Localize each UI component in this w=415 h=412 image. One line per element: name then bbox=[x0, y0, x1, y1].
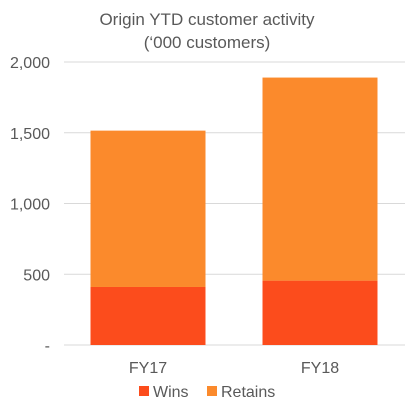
x-category-label: FY17 bbox=[129, 360, 167, 377]
chart-title-line-2: (‘000 customers) bbox=[144, 33, 271, 52]
bar-retains-fy17 bbox=[90, 130, 206, 287]
y-axis-tick-labels: - 500 1,000 1,500 2,000 bbox=[10, 55, 50, 355]
y-tick-label: 2,000 bbox=[10, 55, 50, 72]
bar-retains-fy18 bbox=[262, 77, 378, 281]
bars bbox=[90, 77, 378, 345]
legend-label-retains: Retains bbox=[221, 384, 275, 401]
y-tick-label: 1,000 bbox=[10, 197, 50, 214]
legend-swatch-wins bbox=[139, 386, 149, 396]
legend-label-wins: Wins bbox=[153, 384, 189, 401]
y-tick-label: 1,500 bbox=[10, 126, 50, 143]
x-category-label: FY18 bbox=[301, 360, 339, 377]
x-axis-category-labels: FY17 FY18 bbox=[129, 360, 339, 377]
legend: Wins Retains bbox=[139, 384, 275, 401]
chart-title-line-1: Origin YTD customer activity bbox=[99, 10, 315, 29]
bar-wins-fy18 bbox=[262, 280, 378, 345]
legend-swatch-retains bbox=[207, 386, 217, 396]
y-tick-label: - bbox=[45, 338, 50, 355]
chart-title: Origin YTD customer activity (‘000 custo… bbox=[99, 10, 315, 52]
bar-wins-fy17 bbox=[90, 286, 206, 345]
y-tick-label: 500 bbox=[23, 267, 50, 284]
